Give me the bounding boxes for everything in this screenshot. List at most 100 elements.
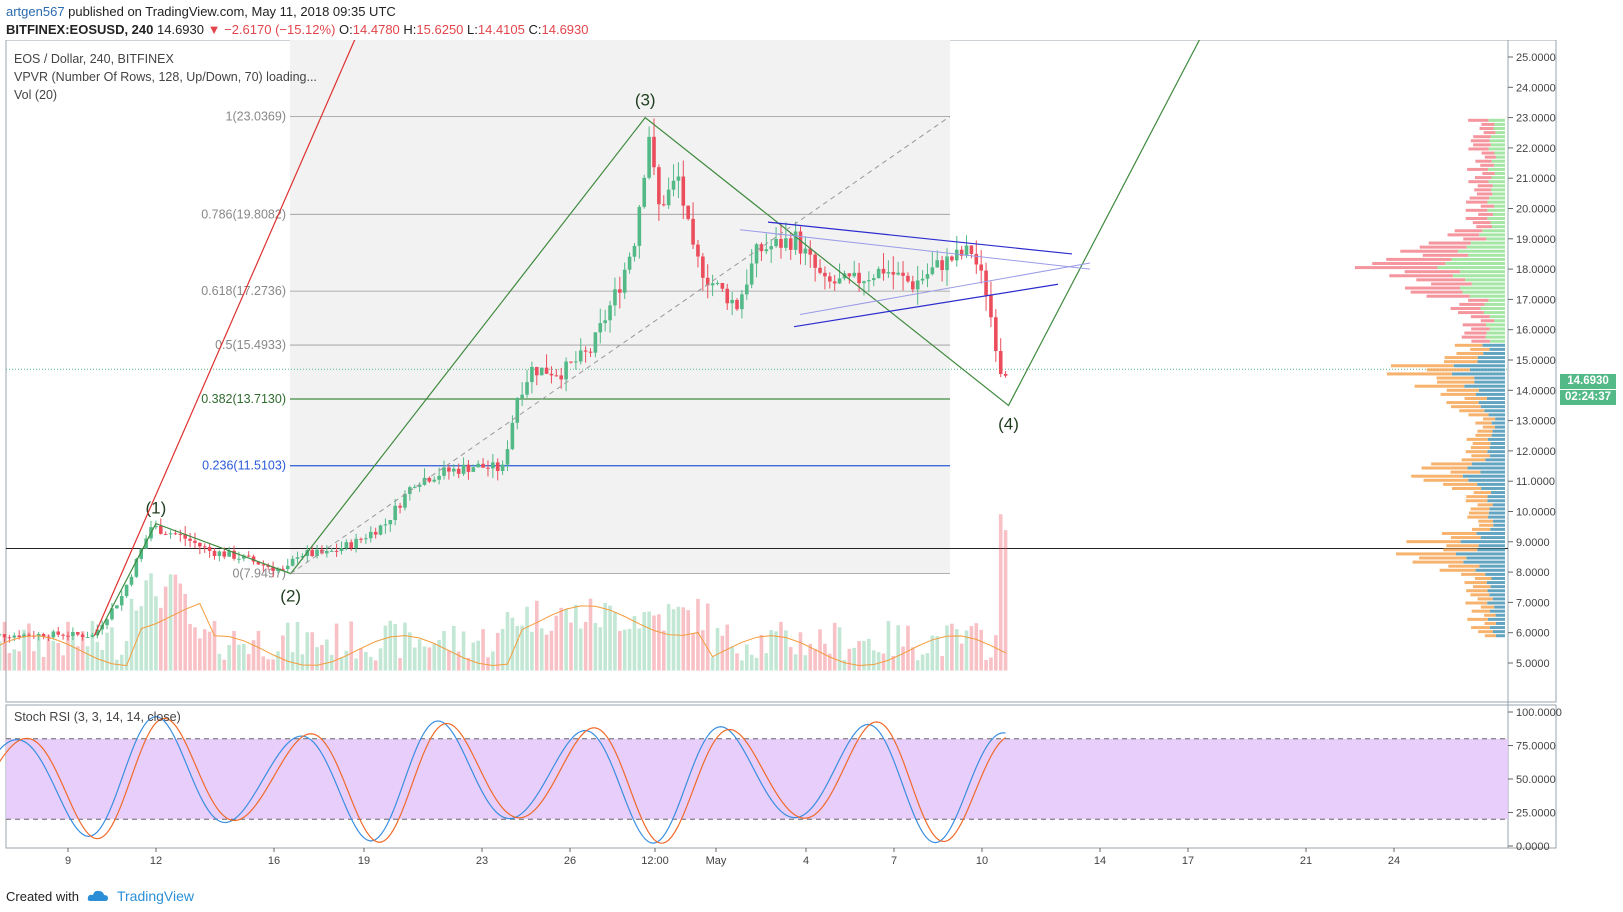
vpvr-up-bar: [1466, 245, 1505, 249]
volume-bar: [281, 635, 285, 671]
price-tick-label: 21.0000: [1516, 173, 1556, 185]
volume-bar: [368, 656, 373, 671]
volume-bar: [471, 642, 476, 671]
time-tick-label: 23: [476, 855, 488, 867]
candle-body: [246, 555, 251, 557]
candle-body: [837, 278, 842, 284]
candle-body: [730, 299, 734, 304]
candle-body: [578, 350, 583, 362]
volume-bar: [559, 607, 564, 671]
candle-body: [984, 270, 988, 296]
volume-bar: [0, 641, 2, 671]
vpvr-up-bar: [1488, 511, 1505, 515]
vpvr-up-bar: [1494, 172, 1505, 176]
volume-legend[interactable]: Vol (20): [14, 88, 58, 102]
volume-bar: [754, 657, 759, 671]
volume-bar: [178, 583, 183, 671]
vpvr-up-bar: [1492, 184, 1505, 188]
volume-bar: [793, 654, 798, 671]
vpvr-down-bar: [1372, 261, 1446, 265]
candle-body: [940, 260, 944, 271]
vpvr-up-bar: [1485, 323, 1505, 327]
author-link[interactable]: artgen567: [6, 4, 65, 19]
vpvr-down-bar: [1463, 237, 1487, 241]
vpvr-down-bar: [1468, 511, 1489, 515]
volume-bar: [959, 643, 964, 671]
candle-body: [881, 268, 886, 274]
vpvr-up-bar: [1485, 572, 1505, 576]
candle-body: [119, 596, 124, 606]
vpvr-down-bar: [1478, 519, 1493, 523]
vpvr-down-bar: [1450, 306, 1481, 310]
candle-body: [334, 550, 339, 552]
candle-body: [647, 136, 651, 178]
vpvr-up-bar: [1484, 409, 1505, 413]
candle-body: [823, 272, 827, 277]
volume-bar: [46, 634, 51, 671]
price-chart[interactable]: 25.0000 24.0000 23.0000 22.0000 21.0000 20.00…: [0, 40, 1623, 886]
volume-bar: [798, 632, 803, 671]
candle-body: [202, 546, 207, 548]
vpvr-down-bar: [1483, 417, 1496, 421]
volume-bar: [759, 634, 764, 671]
vpvr-up-bar: [1487, 495, 1505, 499]
vpvr-up-bar: [1478, 544, 1505, 548]
candle-body: [759, 244, 764, 252]
volume-bar: [310, 632, 314, 671]
vpvr-up-bar: [1462, 474, 1505, 478]
candle-body: [437, 475, 441, 480]
stoch-rsi-legend[interactable]: Stoch RSI (3, 3, 14, 14, close): [14, 710, 181, 724]
vpvr-down-bar: [1479, 523, 1494, 527]
volume-bar: [569, 622, 573, 671]
vpvr-up-bar: [1490, 143, 1505, 147]
candle-body: [447, 467, 451, 472]
volume-bar: [915, 660, 920, 671]
vpvr-up-bar: [1487, 601, 1505, 605]
tradingview-cloud-icon: [87, 890, 108, 901]
volume-bar: [598, 627, 603, 671]
volume-bar: [705, 603, 710, 671]
series-title[interactable]: EOS / Dollar, 240, BITFINEX: [14, 52, 174, 66]
candle-body: [183, 534, 187, 539]
vpvr-down-bar: [1470, 347, 1490, 351]
volume-bar: [193, 627, 197, 671]
vpvr-up-bar: [1465, 278, 1505, 282]
candle-body: [740, 294, 744, 310]
stoch-tick-label: 100.0000: [1516, 707, 1562, 719]
candle-body: [85, 636, 90, 638]
candle-body: [657, 167, 661, 205]
vpvr-up-bar: [1495, 621, 1505, 625]
volume-bar: [222, 659, 227, 671]
vpvr-up-bar: [1445, 261, 1505, 265]
candle-body: [774, 238, 778, 247]
vpvr-down-bar: [1450, 470, 1481, 474]
vpvr-legend[interactable]: VPVR (Number Of Rows, 128, Up/Down, 70) …: [14, 70, 317, 84]
candle-body: [198, 542, 202, 547]
volume-bar: [305, 632, 310, 671]
vpvr-down-bar: [1467, 515, 1489, 519]
volume-bar: [320, 644, 324, 671]
vpvr-down-bar: [1484, 621, 1496, 625]
vpvr-down-bar: [1477, 597, 1493, 601]
vpvr-down-bar: [1477, 503, 1493, 507]
candle-body: [61, 634, 65, 636]
candle-body: [652, 136, 656, 168]
vpvr-down-bar: [1448, 564, 1480, 568]
vpvr-up-bar: [1453, 364, 1505, 368]
volume-bar: [491, 651, 495, 671]
time-tick-label: 16: [268, 855, 280, 867]
vpvr-up-bar: [1489, 347, 1505, 351]
volume-bar: [105, 632, 109, 671]
vpvr-up-bar: [1469, 294, 1505, 298]
vpvr-down-bar: [1470, 139, 1490, 143]
wave-label: (2): [280, 587, 301, 606]
candle-body: [608, 305, 612, 321]
footer-brand[interactable]: TradingView: [116, 888, 195, 904]
candle-body: [661, 204, 666, 206]
candle-body: [378, 525, 383, 535]
vpvr-up-bar: [1486, 331, 1505, 335]
volume-bar: [578, 628, 583, 671]
candle-body: [549, 373, 554, 376]
volume-bar: [774, 631, 778, 671]
candle-body: [911, 281, 915, 290]
